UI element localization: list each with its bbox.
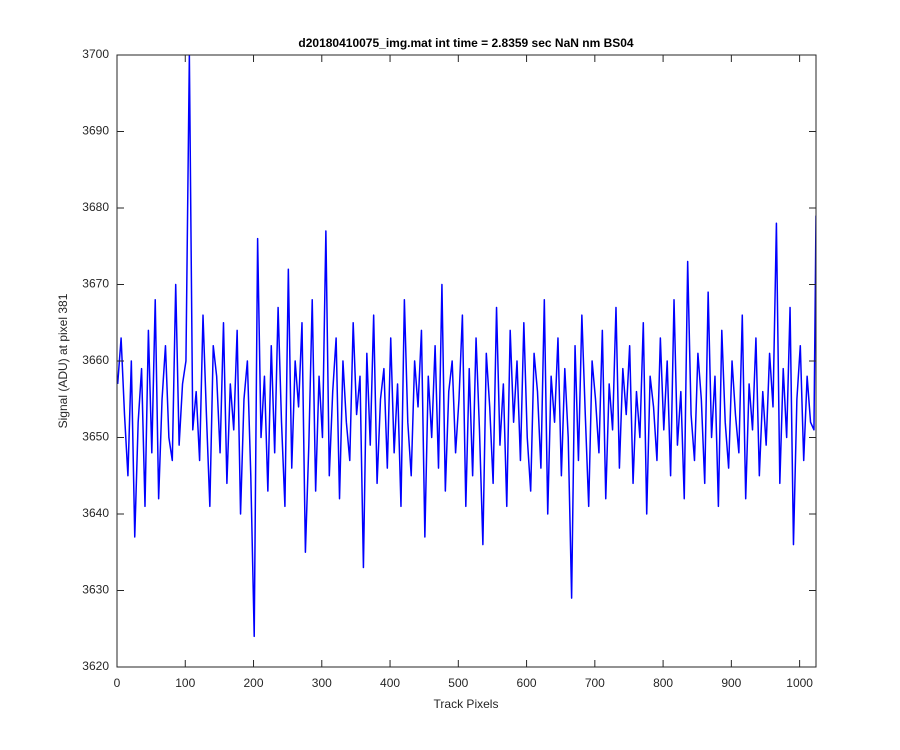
x-tick-label: 500 (448, 676, 468, 690)
x-tick-label: 200 (244, 676, 264, 690)
y-tick-label: 3640 (82, 506, 109, 520)
y-tick-label: 3620 (82, 659, 109, 673)
y-tick-label: 3670 (82, 277, 109, 291)
plot-area (117, 55, 816, 667)
x-tick-label: 600 (517, 676, 537, 690)
chart-title: d20180410075_img.mat int time = 2.8359 s… (298, 36, 634, 50)
y-tick-label: 3700 (82, 47, 109, 61)
y-tick-label: 3660 (82, 353, 109, 367)
y-tick-label: 3690 (82, 124, 109, 138)
y-tick-label: 3630 (82, 583, 109, 597)
x-tick-label: 100 (175, 676, 195, 690)
x-tick-label: 700 (585, 676, 605, 690)
y-tick-label: 3650 (82, 430, 109, 444)
x-tick-label: 400 (380, 676, 400, 690)
x-tick-label: 800 (653, 676, 673, 690)
y-axis-label: Signal (ADU) at pixel 381 (56, 293, 70, 428)
x-tick-label: 900 (721, 676, 741, 690)
data-line (117, 55, 816, 638)
y-tick-label: 3680 (82, 200, 109, 214)
x-tick-label: 1000 (786, 676, 813, 690)
x-axis-label: Track Pixels (434, 697, 499, 711)
x-tick-label: 0 (114, 676, 121, 690)
x-tick-label: 300 (312, 676, 332, 690)
